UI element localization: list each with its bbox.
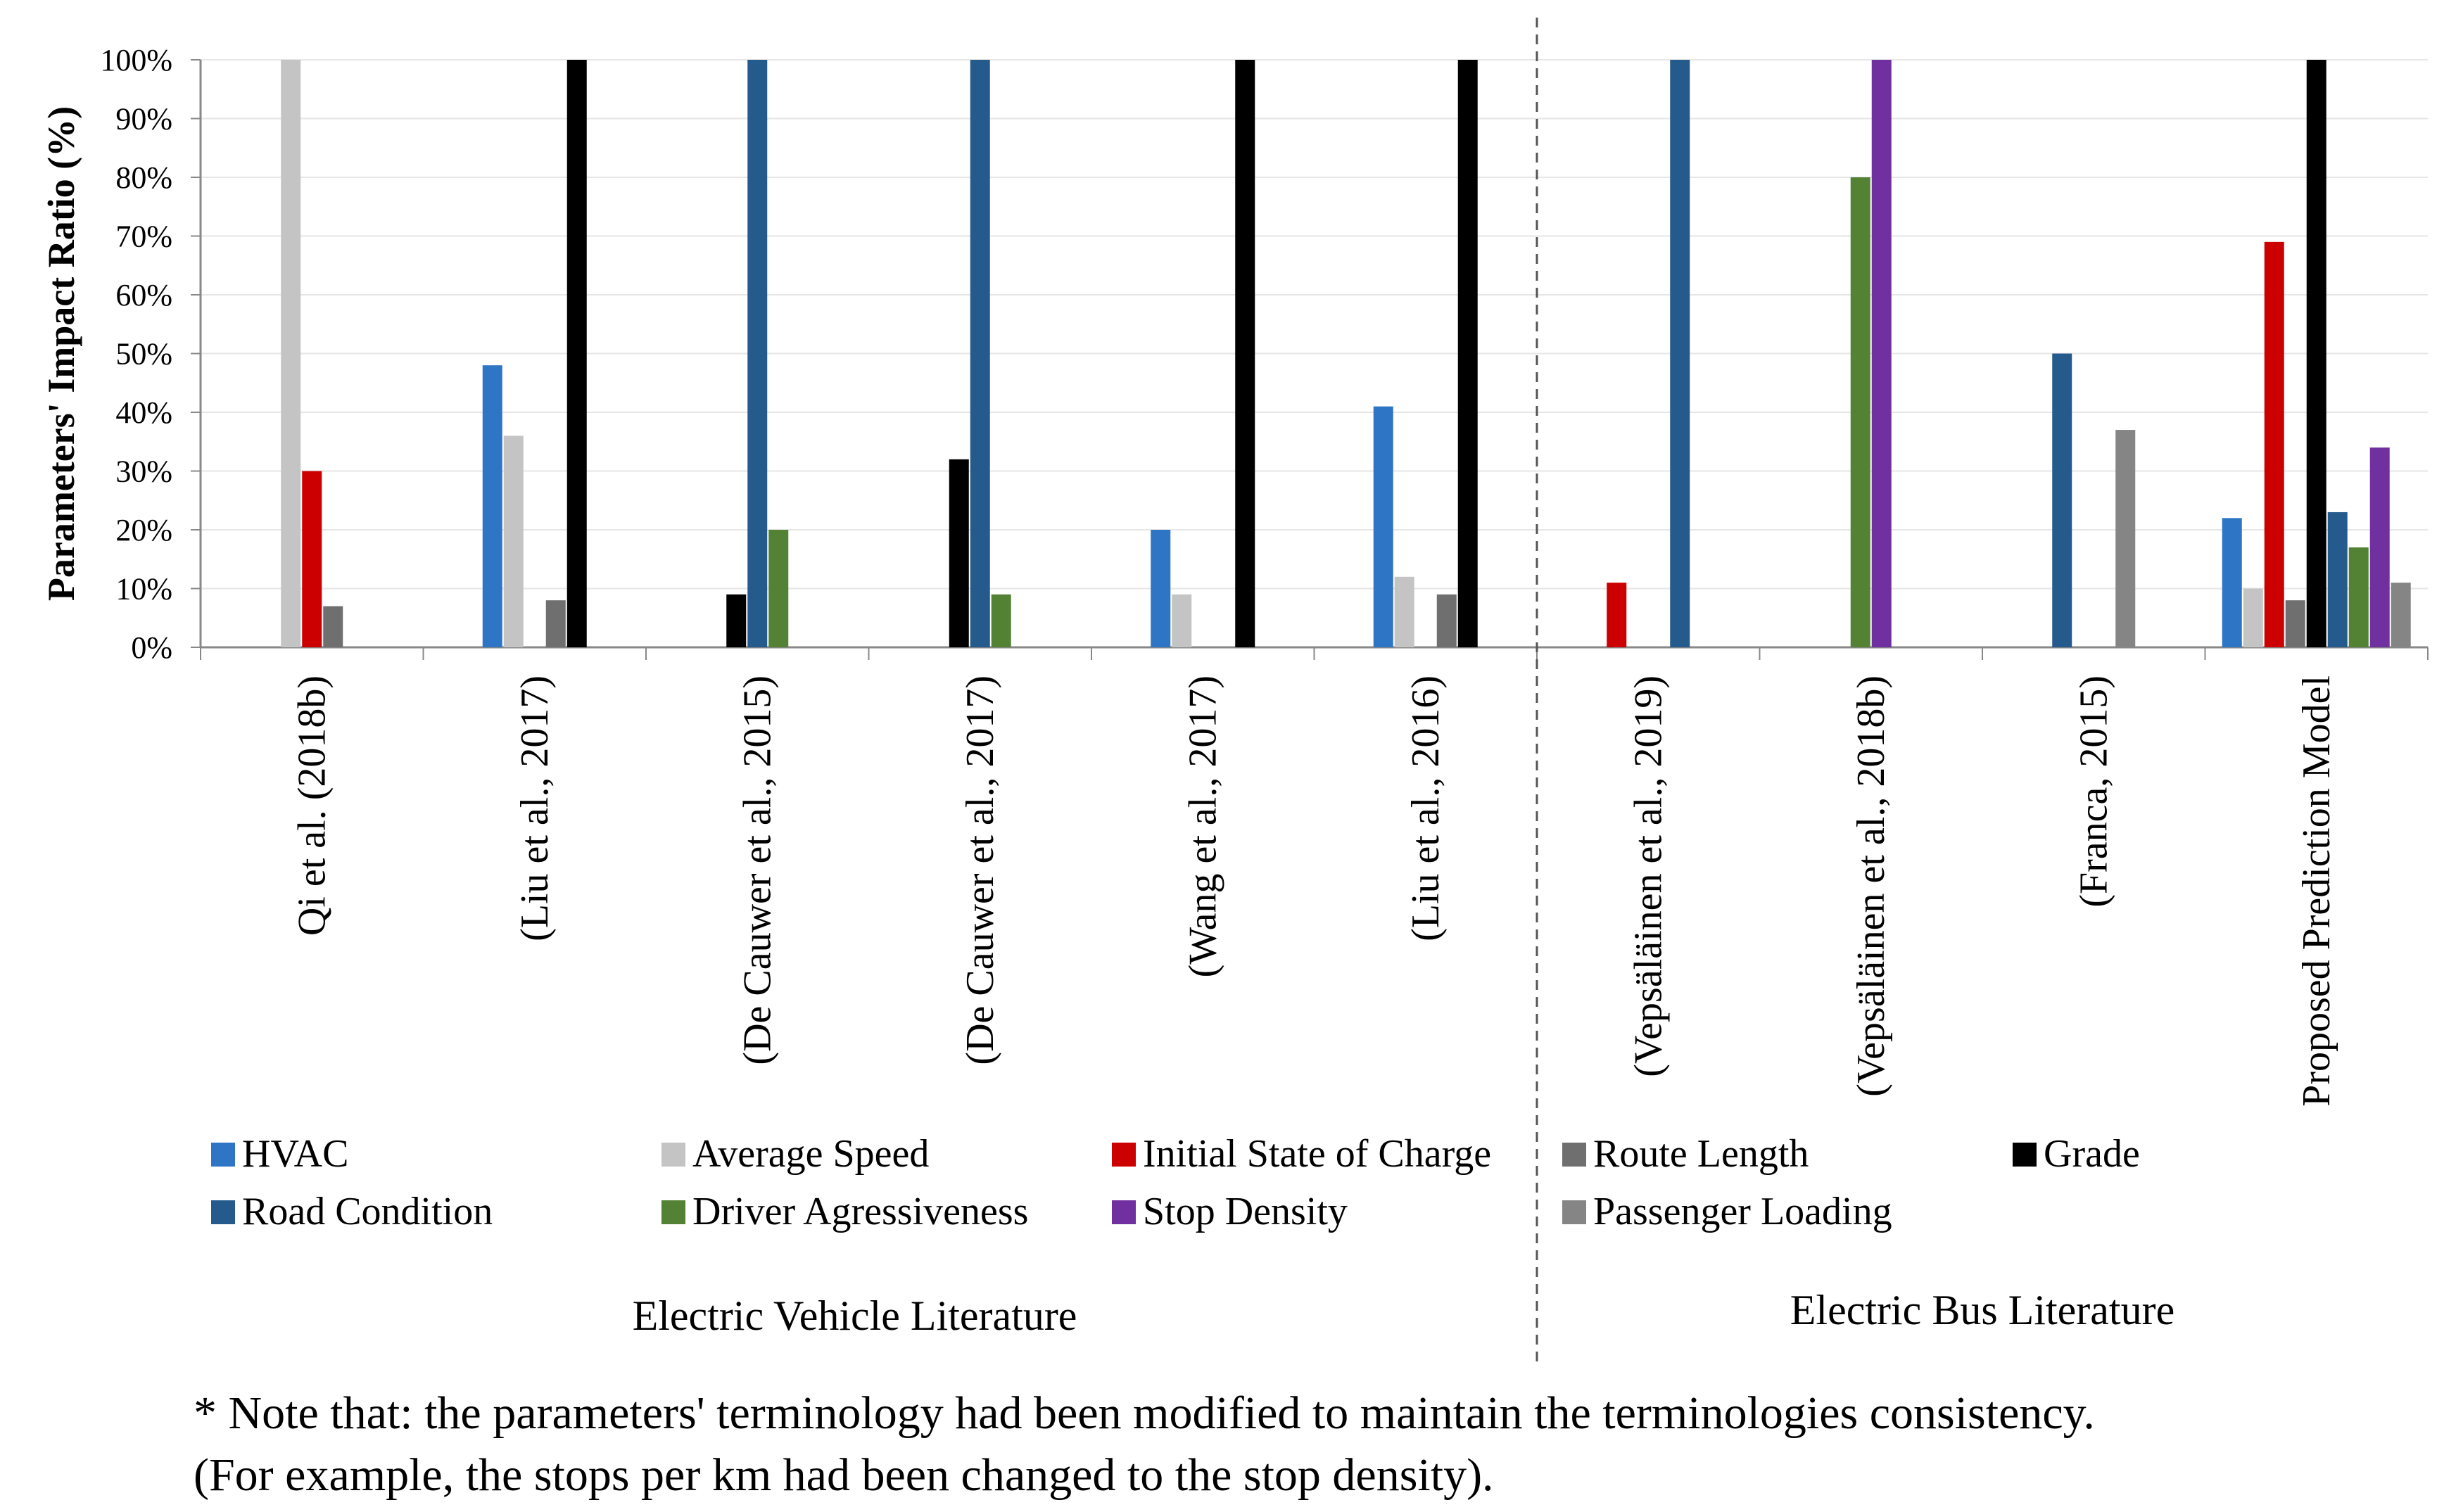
y-tick-label: 50%: [115, 337, 172, 371]
legend-item: Route Length: [1562, 1132, 1809, 1176]
bar: [482, 365, 502, 647]
legend-swatch: [1112, 1143, 1136, 1167]
legend-item: Stop Density: [1112, 1190, 1348, 1233]
legend-item: Average Speed: [661, 1132, 929, 1176]
bar: [1850, 177, 1870, 647]
y-tick-label: 100%: [100, 43, 172, 77]
bar: [2369, 447, 2390, 647]
category-label: (De Cauwer et al., 2015): [735, 675, 779, 1065]
category-label: (Liu et al., 2016): [1404, 675, 1448, 941]
y-tick-label: 30%: [115, 455, 172, 489]
footnote-line: (For example, the stops per km had been …: [194, 1449, 1494, 1501]
y-tick-label: 10%: [115, 572, 172, 606]
y-tick-label: 40%: [115, 395, 172, 430]
bar: [323, 606, 343, 647]
legend-item: HVAC: [211, 1132, 348, 1176]
legend-swatch: [211, 1200, 235, 1224]
legend-label: Grade: [2044, 1132, 2140, 1176]
legend-swatch: [1112, 1200, 1136, 1224]
y-tick-label: 90%: [115, 102, 172, 136]
bar: [970, 60, 990, 647]
bar: [1871, 60, 1892, 647]
bar: [2115, 430, 2136, 647]
y-tick-label: 20%: [115, 513, 172, 547]
bar: [1607, 583, 1627, 647]
legend-item: Road Condition: [211, 1190, 493, 1233]
bar: [991, 594, 1011, 647]
legend-item: Grade: [2013, 1132, 2140, 1176]
category-label: (Wang et al., 2017): [1181, 675, 1224, 977]
bar: [2052, 353, 2072, 647]
legend-label: Average Speed: [692, 1132, 929, 1176]
category-label: Qi et al. (2018b): [290, 675, 334, 936]
legend-swatch: [661, 1200, 685, 1224]
bar: [747, 60, 768, 647]
bar: [1670, 60, 1690, 647]
legend-label: Road Condition: [242, 1190, 493, 1233]
bar: [281, 60, 301, 647]
legend-label: HVAC: [242, 1132, 348, 1176]
bar: [503, 436, 524, 647]
category-label: (De Cauwer et al., 2017): [958, 675, 1002, 1065]
legend-item: Passenger Loading: [1562, 1190, 1892, 1233]
bar: [1172, 594, 1192, 647]
group-label: Electric Vehicle Literature: [633, 1292, 1077, 1339]
category-label: (Liu et al., 2017): [513, 675, 557, 941]
footnote-line: * Note that: the parameters' terminology…: [194, 1387, 2095, 1439]
y-axis-title: Parameters' Impact Ratio (%): [40, 106, 82, 601]
bar: [1457, 60, 1478, 647]
bar: [726, 594, 747, 647]
bar: [2285, 600, 2305, 647]
y-tick-label: 80%: [115, 160, 172, 195]
bar: [1151, 530, 1171, 647]
bar: [1373, 406, 1393, 647]
category-label: (Franca, 2015): [2072, 675, 2115, 908]
category-label: Proposed Prediction Model: [2295, 675, 2338, 1107]
y-tick-label: 60%: [115, 278, 172, 312]
bar: [566, 60, 587, 647]
bar: [949, 459, 969, 647]
bar: [2348, 547, 2369, 647]
bar: [545, 600, 566, 647]
category-label: (Vepsäläinen et al., 2018b): [1849, 675, 1893, 1097]
bar: [1394, 576, 1414, 647]
bar: [2222, 518, 2242, 647]
legend-swatch: [2013, 1143, 2037, 1167]
bar: [2306, 60, 2326, 647]
y-tick-label: 0%: [131, 630, 172, 665]
bar: [768, 530, 789, 647]
bar: [1235, 60, 1255, 647]
legend-swatch: [661, 1143, 685, 1167]
legend-label: Initial State of Charge: [1143, 1132, 1491, 1176]
bar: [2264, 241, 2284, 648]
bar: [1436, 594, 1457, 647]
legend-label: Route Length: [1593, 1132, 1809, 1176]
bar: [302, 471, 322, 647]
legend-swatch: [211, 1143, 235, 1167]
legend-swatch: [1562, 1200, 1586, 1224]
bar: [2391, 583, 2411, 647]
legend-label: Stop Density: [1143, 1190, 1348, 1233]
bar: [2327, 512, 2348, 647]
legend-label: Passenger Loading: [1593, 1190, 1892, 1233]
legend-swatch: [1562, 1143, 1586, 1167]
group-label: Electric Bus Literature: [1790, 1287, 2174, 1333]
legend-item: Driver Agressiveness: [661, 1190, 1028, 1233]
bar: [2243, 588, 2263, 647]
category-label: (Vepsäläinen et al., 2019): [1626, 675, 1670, 1077]
legend-label: Driver Agressiveness: [692, 1190, 1028, 1233]
legend-item: Initial State of Charge: [1112, 1132, 1491, 1176]
y-tick-label: 70%: [115, 220, 172, 254]
